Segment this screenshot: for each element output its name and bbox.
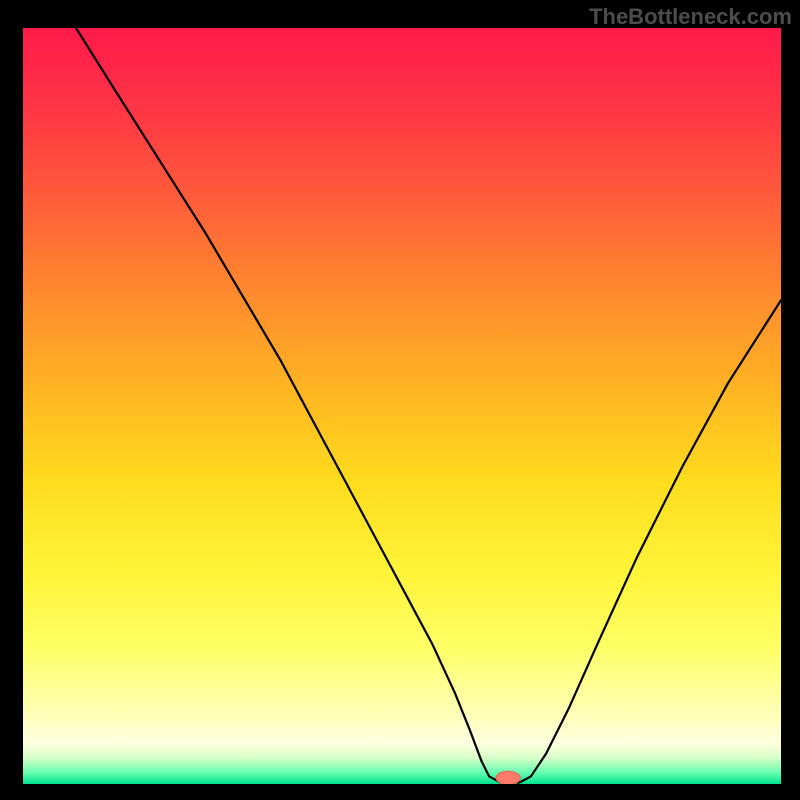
chart-container: TheBottleneck.com: [0, 0, 800, 800]
bottleneck-curve: [76, 28, 781, 782]
optimal-marker: [496, 771, 520, 784]
attribution-label: TheBottleneck.com: [589, 4, 792, 30]
curve-svg: [23, 28, 781, 784]
plot-area: [23, 28, 781, 784]
